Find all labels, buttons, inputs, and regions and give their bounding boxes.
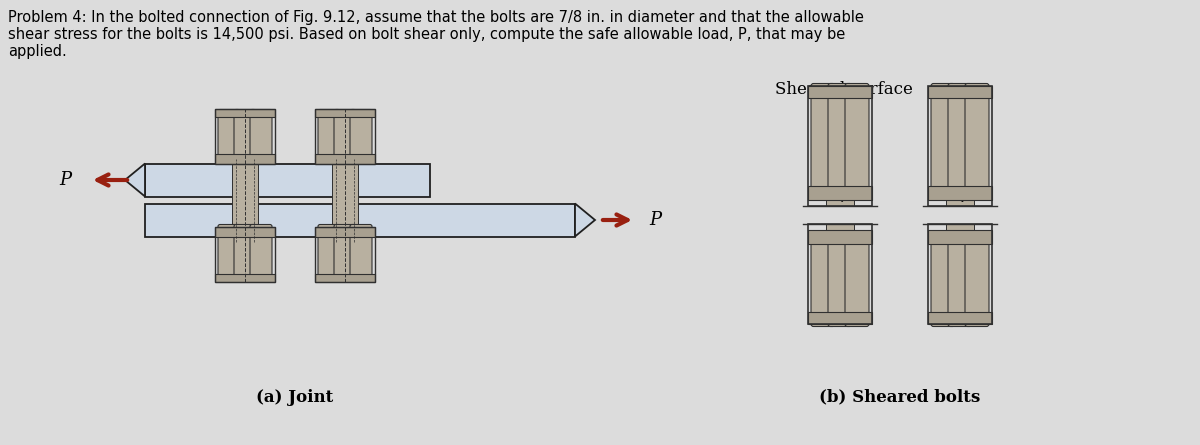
Bar [826,224,854,324]
Bar [808,86,872,98]
Bar [314,154,374,163]
Text: P: P [59,171,71,189]
FancyBboxPatch shape [218,109,240,162]
FancyBboxPatch shape [334,109,356,162]
Bar [946,86,974,206]
FancyBboxPatch shape [828,234,852,327]
Bar [826,86,854,206]
Bar [215,227,275,282]
Polygon shape [125,163,145,197]
Bar [232,118,258,282]
Bar [215,227,275,236]
FancyBboxPatch shape [218,224,240,278]
FancyBboxPatch shape [948,234,972,327]
FancyBboxPatch shape [250,109,272,162]
Polygon shape [575,203,595,236]
Bar [145,203,575,236]
Bar [314,274,374,282]
Bar [215,109,275,163]
Bar [314,227,374,236]
Text: Problem 4: In the bolted connection of Fig. 9.12, assume that the bolts are 7/8 : Problem 4: In the bolted connection of F… [8,10,864,25]
Text: shear stress for the bolts is 14,500 psi. Based on bolt shear only, compute the : shear stress for the bolts is 14,500 psi… [8,27,845,42]
Bar [215,109,275,117]
FancyBboxPatch shape [931,234,955,327]
Bar [215,154,275,163]
Text: (b) Sheared bolts: (b) Sheared bolts [820,388,980,405]
Bar [314,227,374,282]
FancyBboxPatch shape [350,224,372,278]
Bar [808,186,872,200]
FancyBboxPatch shape [845,234,869,327]
Bar [946,224,974,324]
Bar [808,312,872,324]
FancyBboxPatch shape [931,84,955,198]
Bar [314,109,374,117]
FancyBboxPatch shape [828,84,852,198]
Bar [808,86,872,206]
FancyBboxPatch shape [318,224,340,278]
FancyBboxPatch shape [350,109,372,162]
FancyBboxPatch shape [250,224,272,278]
FancyBboxPatch shape [234,224,256,278]
Bar [215,274,275,282]
FancyBboxPatch shape [965,234,989,327]
Bar [145,163,430,197]
Bar [928,224,992,324]
FancyBboxPatch shape [334,224,356,278]
Bar [928,312,992,324]
FancyBboxPatch shape [948,84,972,198]
FancyBboxPatch shape [234,109,256,162]
Bar [928,86,992,206]
Bar [808,224,872,324]
Bar [928,86,992,98]
Bar [314,109,374,163]
Bar [928,230,992,244]
Bar [928,186,992,200]
Text: Sheared surface: Sheared surface [775,81,913,98]
FancyBboxPatch shape [811,84,835,198]
FancyBboxPatch shape [965,84,989,198]
FancyBboxPatch shape [845,84,869,198]
Text: P: P [649,211,661,229]
Text: applied.: applied. [8,44,67,59]
Bar [332,118,358,282]
Bar [808,230,872,244]
FancyBboxPatch shape [318,109,340,162]
Text: (a) Joint: (a) Joint [257,388,334,405]
FancyBboxPatch shape [811,234,835,327]
